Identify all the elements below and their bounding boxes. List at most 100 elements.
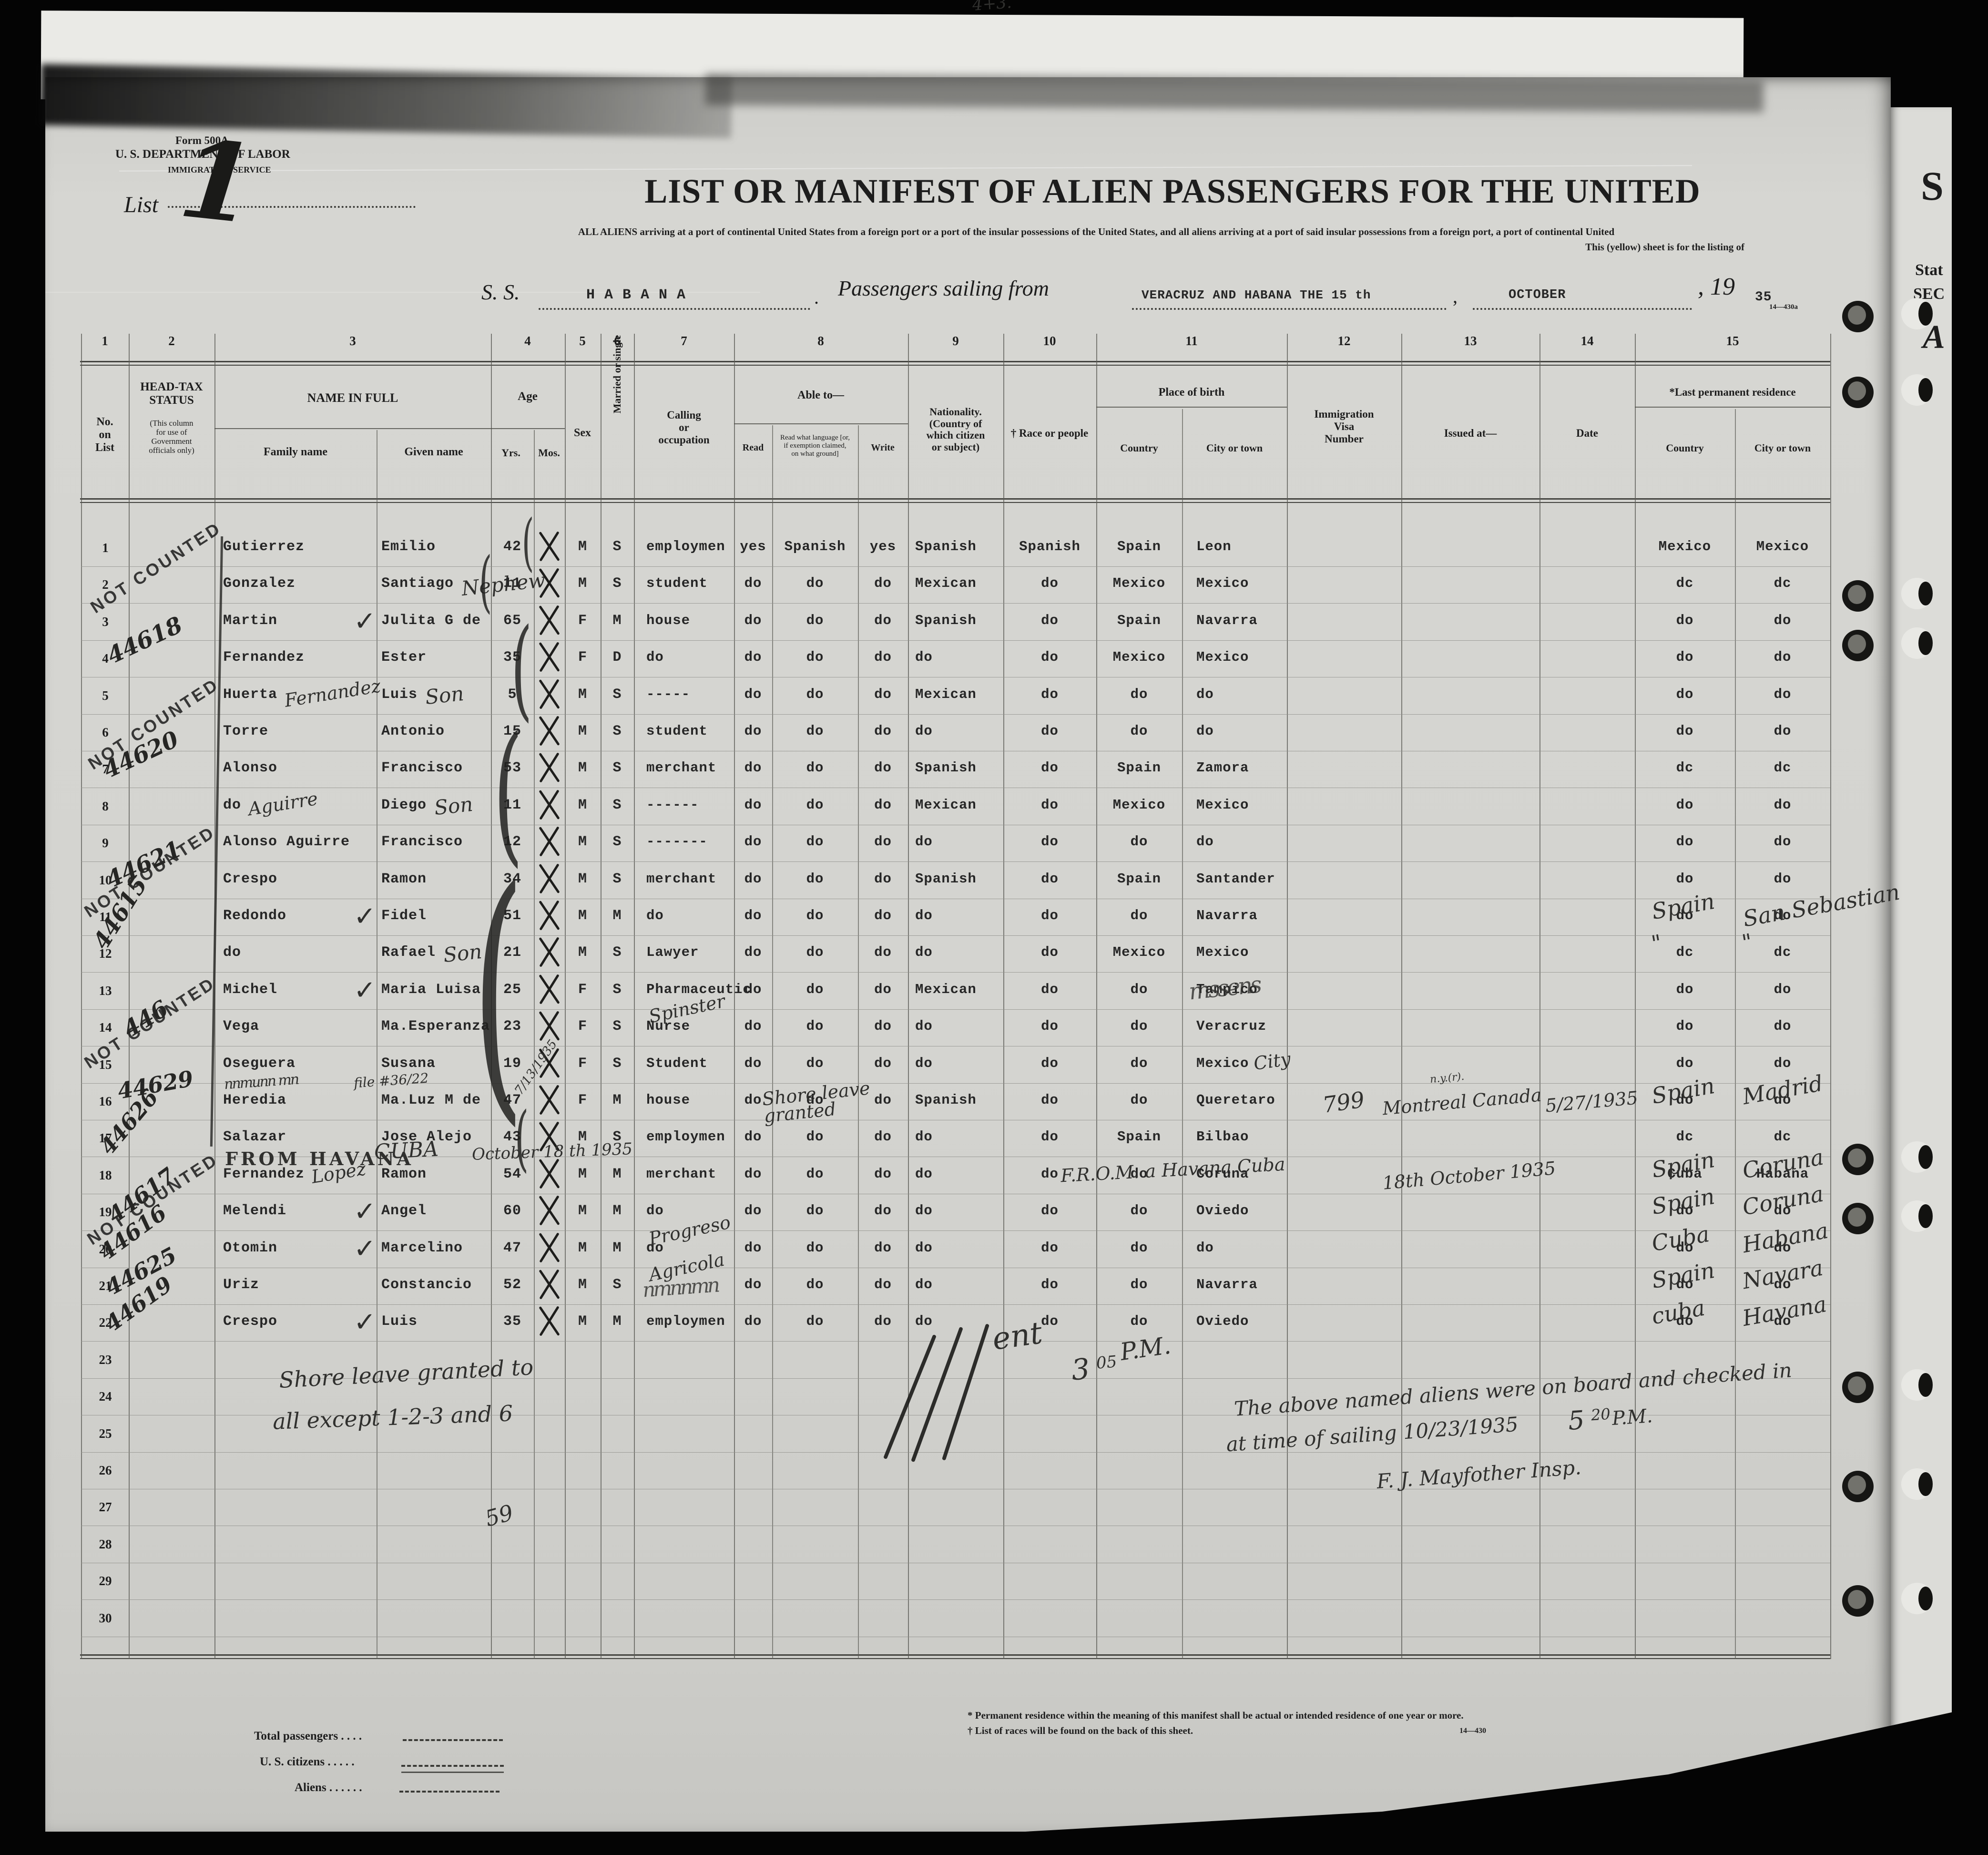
handwritten-note: ent: [990, 1315, 1045, 1357]
subtitle-line1: ALL ALIENS arriving at a port of contine…: [578, 226, 1615, 237]
cell-given-name: Ester: [381, 649, 427, 666]
cell-read: do: [744, 649, 762, 666]
punch-hole-inner: [1848, 381, 1866, 400]
cell-birth-city: Veracruz: [1196, 1018, 1267, 1035]
cell-race: do: [1041, 649, 1059, 666]
row-number: 29: [99, 1574, 112, 1589]
cell-race: do: [1041, 908, 1059, 923]
punch-hole-crescent: [1918, 1472, 1933, 1496]
cell-read: do: [744, 1166, 762, 1182]
cell-married-single: M: [612, 1092, 622, 1108]
cell-sex: F: [578, 612, 587, 629]
cell-married-single: M: [612, 1166, 622, 1182]
cell-write: do: [874, 686, 892, 702]
cell-language: do: [806, 612, 824, 628]
cell-age-years: 52: [503, 1277, 521, 1293]
cell-age-years: 35: [503, 1313, 521, 1330]
column-number: 13: [1464, 334, 1477, 348]
column-number: 12: [1337, 334, 1351, 348]
row-number: 30: [99, 1610, 112, 1625]
cell-write: do: [874, 1166, 892, 1182]
row-number: 2: [102, 577, 109, 592]
cell-sex: M: [578, 871, 587, 887]
cell-given-name: Francisco: [381, 834, 463, 851]
punch-hole-inner: [1848, 1476, 1866, 1495]
header-last-residence: *Last permanent residence: [1669, 386, 1796, 398]
ss-label: S. S.: [481, 280, 520, 304]
cell-residence-country: do: [1676, 871, 1694, 887]
cell-write: do: [874, 1129, 892, 1145]
cell-birth-city: Mexico: [1196, 1055, 1249, 1071]
cell-calling: student: [646, 723, 708, 739]
header-read-what: Read what language [or, if exemption cla…: [780, 434, 850, 458]
row-number: 23: [99, 1352, 112, 1367]
header-yrs: Yrs.: [501, 447, 520, 459]
handwritten-note: CUBA: [373, 1137, 439, 1165]
cell-sex: M: [578, 723, 587, 739]
handwritten-note: 20: [1590, 1404, 1611, 1425]
check-mark: ✓: [354, 1233, 376, 1264]
cell-calling: do: [646, 1240, 664, 1256]
column-number: 15: [1726, 334, 1739, 348]
cell-read: do: [744, 686, 762, 702]
cell-birth-country: do: [1130, 1092, 1148, 1108]
header-sex: Sex: [574, 427, 591, 439]
period: .: [814, 287, 819, 308]
cell-residence-city: do: [1774, 723, 1792, 739]
cell-sex: M: [578, 1129, 587, 1146]
form-code: 14—430: [1459, 1727, 1486, 1735]
cell-write: do: [874, 981, 892, 997]
row-number: 5: [102, 688, 109, 703]
header-calling: Calling or occupation: [658, 409, 710, 446]
cell-sex: F: [578, 1018, 587, 1035]
handwritten-note: 3: [1070, 1352, 1091, 1387]
cell-age-years: 47: [503, 1240, 521, 1256]
cell-read: do: [744, 1203, 762, 1219]
handwritten-brace: (: [472, 833, 525, 1149]
cell-write: do: [874, 944, 892, 961]
cell-write: do: [874, 1092, 892, 1108]
cell-married-single: S: [612, 944, 622, 961]
us-citizens-line: [401, 1765, 504, 1767]
punch-hole-crescent: [1918, 582, 1933, 605]
cell-calling: Lawyer: [646, 944, 699, 961]
cell-write: do: [874, 649, 892, 666]
punch-hole-ring: [1901, 1141, 1933, 1173]
cell-age-years: 11: [503, 797, 521, 813]
footnote-residence: * Permanent residence within the meaning…: [968, 1710, 1464, 1721]
cell-language: do: [806, 797, 824, 813]
cell-given-name: Angel: [381, 1203, 427, 1220]
punch-hole-dark: [1842, 301, 1874, 332]
cell-given-name: Ma.Esperanza: [381, 1018, 490, 1035]
cell-age-years: 15: [503, 723, 521, 739]
punch-hole-ring: [1901, 1468, 1933, 1500]
cell-race: do: [1041, 1129, 1059, 1145]
cell-race: do: [1041, 1166, 1059, 1182]
punch-hole-crescent: [1918, 1145, 1933, 1169]
table-vertical-rule: [908, 334, 909, 1659]
cell-nationality: Mexican: [915, 575, 977, 592]
cell-married-single: S: [612, 686, 622, 703]
header-write: Write: [871, 442, 895, 453]
check-mark: ✓: [354, 605, 376, 637]
cell-nationality: do: [915, 1203, 933, 1219]
cell-birth-country: Mexico: [1112, 649, 1166, 666]
cell-birth-city: Bilbao: [1196, 1129, 1249, 1145]
punch-hole-dark: [1842, 1372, 1874, 1403]
header-name-in-full: NAME IN FULL: [307, 391, 398, 405]
row-number: 22: [99, 1315, 112, 1330]
cell-nationality: do: [915, 1277, 933, 1292]
cell-language: do: [806, 649, 824, 666]
form-code-small: 14—430a: [1769, 303, 1798, 311]
column-number: 11: [1185, 334, 1198, 348]
row-number: 28: [99, 1537, 112, 1551]
row-rule: [81, 935, 1830, 936]
cell-nationality: do: [915, 1018, 933, 1035]
cell-age-years: 21: [503, 944, 521, 961]
cell-given-handwritten: Son: [424, 681, 465, 709]
punch-hole-inner: [1848, 585, 1866, 604]
cell-read: do: [744, 760, 762, 776]
row-rule: [81, 1341, 1830, 1342]
cell-family-name: Heredia: [223, 1092, 287, 1108]
header-birth-city: City or town: [1206, 442, 1263, 454]
